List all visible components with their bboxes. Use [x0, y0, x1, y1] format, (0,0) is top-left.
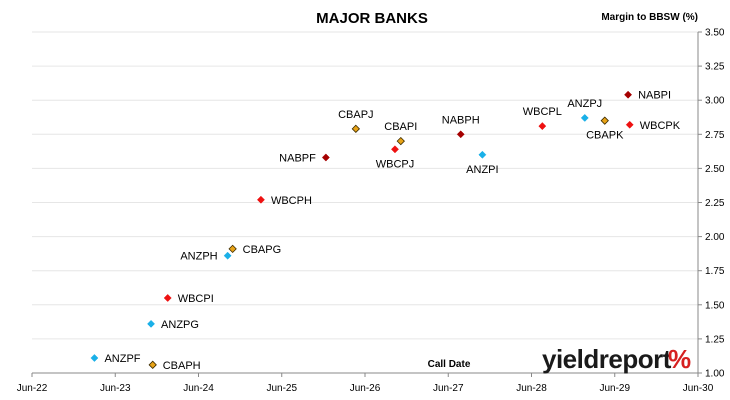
- data-point-wbcpj: [391, 145, 399, 154]
- point-label-nabpf: NABPF: [279, 152, 316, 164]
- chart-title: MAJOR BANKS: [316, 10, 428, 27]
- data-point-wbcpk: [625, 120, 634, 129]
- data-point-cbapi: [396, 136, 405, 146]
- x-tick-label: Jun-24: [183, 383, 214, 394]
- data-point-anzpf: [90, 354, 99, 362]
- x-tick-label: Jun-29: [599, 383, 630, 394]
- x-tick-label: Jun-25: [266, 383, 297, 394]
- data-point-anzpi: [478, 150, 487, 159]
- y-tick-label: 1.50: [705, 300, 725, 311]
- y-tick-label: 2.50: [705, 164, 725, 175]
- data-point-anzpj: [580, 113, 589, 122]
- data-point-cbaph: [148, 360, 157, 369]
- data-point-nabpi: [624, 90, 633, 99]
- data-point-wbcph: [256, 195, 265, 204]
- logo-text: yieldreport: [542, 344, 672, 374]
- x-tick-label: Jun-26: [350, 383, 381, 394]
- x-axis-title: Call Date: [428, 359, 471, 370]
- y-tick-label: 3.25: [705, 62, 725, 73]
- data-point-wbcpi: [163, 294, 172, 302]
- y-tick-label: 2.75: [705, 130, 725, 141]
- y-axis-label: Margin to BBSW (%): [601, 12, 698, 23]
- gridlines: [32, 31, 698, 374]
- x-tick-label: Jun-27: [433, 383, 464, 394]
- x-tick-label: Jun-28: [516, 383, 547, 394]
- x-tick-label: Jun-22: [17, 383, 48, 394]
- x-axis-tick-labels: Jun-22 Jun-23 Jun-24 Jun-25 Jun-26 Jun-27 Jun-…: [17, 383, 714, 394]
- y-tick-label: 3.00: [705, 96, 725, 107]
- point-label-anzpj: ANZPJ: [567, 98, 602, 110]
- point-label-nabph: NABPH: [442, 114, 480, 126]
- y-tick-label: 2.25: [705, 198, 725, 209]
- point-label-cbaph: CBAPH: [163, 360, 201, 372]
- point-label-wbcpl: WBCPL: [523, 106, 562, 118]
- data-point-wbcpl: [538, 122, 547, 131]
- point-label-cbapg: CBAPG: [243, 244, 282, 256]
- point-label-anzph: ANZPH: [180, 251, 217, 263]
- data-points: [90, 90, 634, 369]
- logo-percent-mark: %: [668, 344, 691, 374]
- y-tick-label: 3.50: [705, 28, 725, 39]
- axes: [31, 31, 702, 377]
- data-point-anzph: [223, 251, 232, 260]
- point-label-wbcph: WBCPH: [271, 195, 312, 207]
- point-label-anzpg: ANZPG: [161, 319, 199, 331]
- point-label-nabpi: NABPI: [638, 90, 671, 102]
- yieldreport-logo: yieldreport %: [542, 344, 691, 374]
- point-label-anzpf: ANZPF: [104, 353, 140, 365]
- point-labels: ANZPF CBAPH ANZPG WBCPI ANZPH CBAPG WBCPH NABPF…: [104, 90, 680, 372]
- point-label-anzpi: ANZPI: [466, 164, 498, 176]
- point-label-cbapi: CBAPI: [384, 121, 417, 133]
- data-point-nabpf: [321, 153, 330, 162]
- point-label-wbcpk: WBCPK: [640, 120, 681, 132]
- data-point-anzpg: [147, 319, 156, 328]
- point-label-wbcpi: WBCPI: [178, 293, 214, 305]
- y-tick-label: 1.25: [705, 334, 725, 345]
- point-label-cbapk: CBAPK: [586, 130, 624, 142]
- y-tick-label: 1.00: [705, 369, 725, 380]
- data-point-cbapj: [351, 124, 361, 134]
- point-label-wbcpj: WBCPJ: [376, 158, 415, 170]
- y-tick-label: 2.00: [705, 232, 725, 243]
- y-tick-label: 1.75: [705, 266, 725, 277]
- data-point-cbapk: [600, 116, 609, 125]
- point-label-cbapj: CBAPJ: [338, 109, 373, 121]
- y-axis-tick-labels: 1.00 1.25 1.50 1.75 2.00 2.25 2.50 2.75 3.00 3.25…: [705, 28, 725, 380]
- data-point-nabph: [456, 130, 465, 139]
- x-tick-label: Jun-23: [100, 383, 131, 394]
- x-tick-label: Jun-30: [683, 383, 714, 394]
- data-point-cbapg: [228, 244, 237, 254]
